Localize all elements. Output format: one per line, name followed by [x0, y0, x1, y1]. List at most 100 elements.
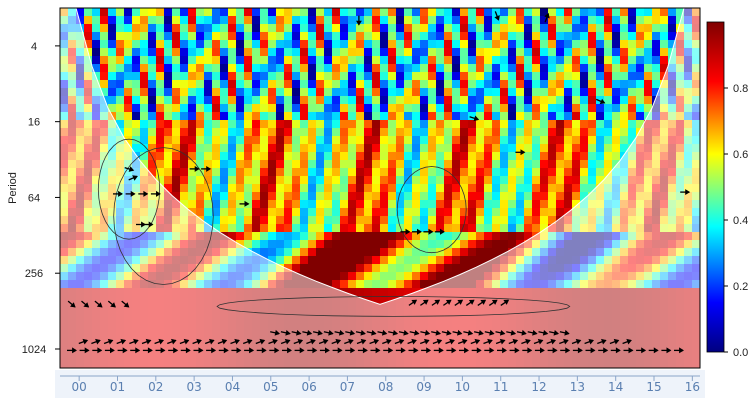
heatmap-cell	[316, 16, 325, 25]
heatmap-cell	[372, 120, 381, 129]
heatmap-cell	[644, 96, 653, 105]
heatmap-cell	[484, 120, 493, 129]
phase-arrow	[484, 347, 495, 354]
heatmap-cell	[420, 256, 429, 265]
heatmap-cell	[300, 208, 309, 217]
phase-arrow	[423, 228, 434, 235]
heatmap-cell	[308, 40, 317, 49]
heatmap-cell	[604, 32, 613, 41]
phase-arrow	[610, 347, 621, 354]
heatmap-cell	[404, 40, 413, 49]
heatmap-cell	[236, 152, 245, 161]
heatmap-cell	[492, 96, 501, 105]
heatmap-cell	[572, 176, 581, 185]
heatmap-cell	[284, 120, 293, 129]
heatmap-cell	[412, 48, 421, 57]
heatmap-cell	[236, 48, 245, 57]
phase-arrow	[142, 347, 153, 354]
phase-arrow	[446, 347, 457, 354]
heatmap-cell	[372, 240, 381, 249]
heatmap-cell	[284, 184, 293, 193]
heatmap-cell	[292, 32, 301, 41]
heatmap-cell	[620, 16, 629, 25]
heatmap-cell	[548, 136, 557, 145]
heatmap-cell	[260, 104, 269, 113]
heatmap-cell	[300, 40, 309, 49]
heatmap-cell	[188, 88, 197, 97]
phase-arrow	[269, 347, 280, 354]
heatmap-cell	[556, 16, 565, 25]
heatmap-cell	[428, 104, 437, 113]
heatmap-cell	[540, 32, 549, 41]
heatmap-cell	[284, 104, 293, 113]
heatmap-cell	[164, 8, 173, 17]
phase-arrow	[495, 329, 506, 336]
heatmap-cell	[156, 8, 165, 17]
heatmap-cell	[404, 64, 413, 73]
heatmap-cell	[628, 88, 637, 97]
heatmap-cell	[188, 184, 197, 193]
heatmap-cell	[612, 128, 621, 137]
heatmap-cell	[276, 80, 285, 89]
heatmap-cell	[556, 96, 565, 105]
heatmap-cell	[532, 40, 541, 49]
heatmap-cell	[380, 80, 389, 89]
heatmap-cell	[252, 224, 261, 233]
heatmap-cell	[540, 16, 549, 25]
heatmap-cell	[508, 128, 517, 137]
heatmap-cell	[212, 120, 221, 129]
heatmap-cell	[356, 16, 365, 25]
heatmap-cell	[380, 144, 389, 153]
heatmap-cell	[636, 64, 645, 73]
heatmap-cell	[364, 224, 373, 233]
heatmap-cell	[388, 200, 397, 209]
heatmap-cell	[436, 16, 445, 25]
heatmap-cell	[292, 16, 301, 25]
heatmap-cell	[188, 72, 197, 81]
heatmap-cell	[276, 176, 285, 185]
heatmap-cell	[476, 32, 485, 41]
heatmap-cell	[260, 40, 269, 49]
heatmap-cell	[636, 104, 645, 113]
heatmap-cell	[468, 120, 477, 129]
heatmap-cell	[596, 120, 605, 129]
heatmap-cell	[388, 168, 397, 177]
heatmap-cell	[364, 144, 373, 153]
heatmap-cell	[228, 104, 237, 113]
heatmap-cell	[428, 176, 437, 185]
heatmap-cell	[196, 64, 205, 73]
phase-arrow	[515, 149, 526, 156]
heatmap-cell	[212, 24, 221, 33]
heatmap-cell	[284, 8, 293, 17]
heatmap-cell	[636, 80, 645, 89]
heatmap-cell	[180, 88, 189, 97]
heatmap-cell	[364, 104, 373, 113]
phase-arrow	[323, 329, 334, 336]
heatmap-cell	[524, 224, 533, 233]
x-tick-label: 02	[148, 380, 163, 394]
heatmap-cell	[636, 40, 645, 49]
heatmap-cell	[532, 120, 541, 129]
heatmap-cell	[380, 184, 389, 193]
heatmap-cell	[444, 72, 453, 81]
x-tick-label: 16	[685, 380, 700, 394]
heatmap-cell	[228, 224, 237, 233]
heatmap-cell	[316, 48, 325, 57]
heatmap-cell	[380, 232, 389, 241]
heatmap-cell	[628, 56, 637, 65]
heatmap-cell	[452, 88, 461, 97]
heatmap-cell	[572, 184, 581, 193]
heatmap-cell	[164, 48, 173, 57]
heatmap-cell	[380, 168, 389, 177]
heatmap-cell	[516, 24, 525, 33]
heatmap-cell	[292, 264, 301, 273]
heatmap-cell	[356, 56, 365, 65]
phase-arrow	[345, 347, 356, 354]
heatmap-cell	[636, 88, 645, 97]
colorbar-ticks: 0.00.20.40.60.8	[724, 83, 748, 359]
heatmap-cell	[252, 40, 261, 49]
heatmap-cell	[492, 176, 501, 185]
heatmap-cell	[268, 208, 277, 217]
x-tick-label: 08	[378, 380, 393, 394]
heatmap-cell	[508, 64, 517, 73]
